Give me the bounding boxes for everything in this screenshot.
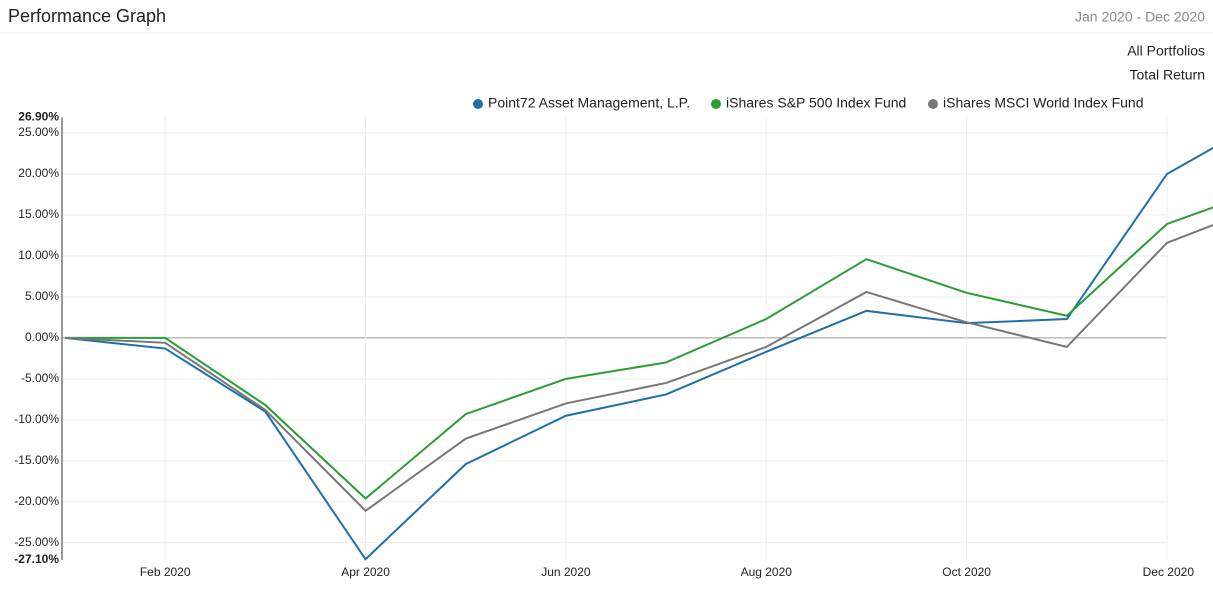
- y-tick-label: 0.00%: [25, 330, 59, 344]
- series-line: [64, 224, 1213, 513]
- y-tick-label: 10.00%: [18, 248, 59, 262]
- y-tick-label: -25.00%: [14, 535, 59, 549]
- y-tick-label: 26.90%: [18, 110, 59, 124]
- y-tick-label: 25.00%: [18, 125, 59, 139]
- legend-label: Point72 Asset Management, L.P.: [488, 95, 690, 111]
- x-tick-label: Dec 2020: [1143, 565, 1195, 579]
- x-tick-label: Oct 2020: [942, 565, 991, 579]
- y-tick-label: -10.00%: [14, 412, 59, 426]
- page-title: Performance Graph: [8, 6, 166, 26]
- legend-label: iShares S&P 500 Index Fund: [726, 95, 906, 111]
- date-range: Jan 2020 - Dec 2020: [1075, 9, 1205, 25]
- y-tick-label: -15.00%: [14, 453, 59, 467]
- x-tick-label: Jun 2020: [541, 565, 591, 579]
- y-tick-label: 20.00%: [18, 166, 59, 180]
- legend-marker: [711, 99, 721, 109]
- x-tick-label: Aug 2020: [741, 565, 793, 579]
- series-line: [65, 206, 1213, 500]
- x-tick-label: Feb 2020: [140, 565, 191, 579]
- legend-marker: [473, 99, 483, 109]
- y-tick-label: -27.10%: [14, 552, 59, 566]
- y-tick-label: 5.00%: [25, 289, 59, 303]
- series-line: [64, 146, 1213, 561]
- portfolio-label: All Portfolios: [1127, 43, 1205, 59]
- metric-label: Total Return: [1130, 67, 1205, 83]
- y-tick-label: -20.00%: [14, 494, 59, 508]
- y-tick-label: 15.00%: [18, 207, 59, 221]
- legend-label: iShares MSCI World Index Fund: [943, 95, 1144, 111]
- legend-marker: [928, 99, 938, 109]
- y-tick-label: -5.00%: [21, 371, 59, 385]
- x-tick-label: Apr 2020: [341, 565, 390, 579]
